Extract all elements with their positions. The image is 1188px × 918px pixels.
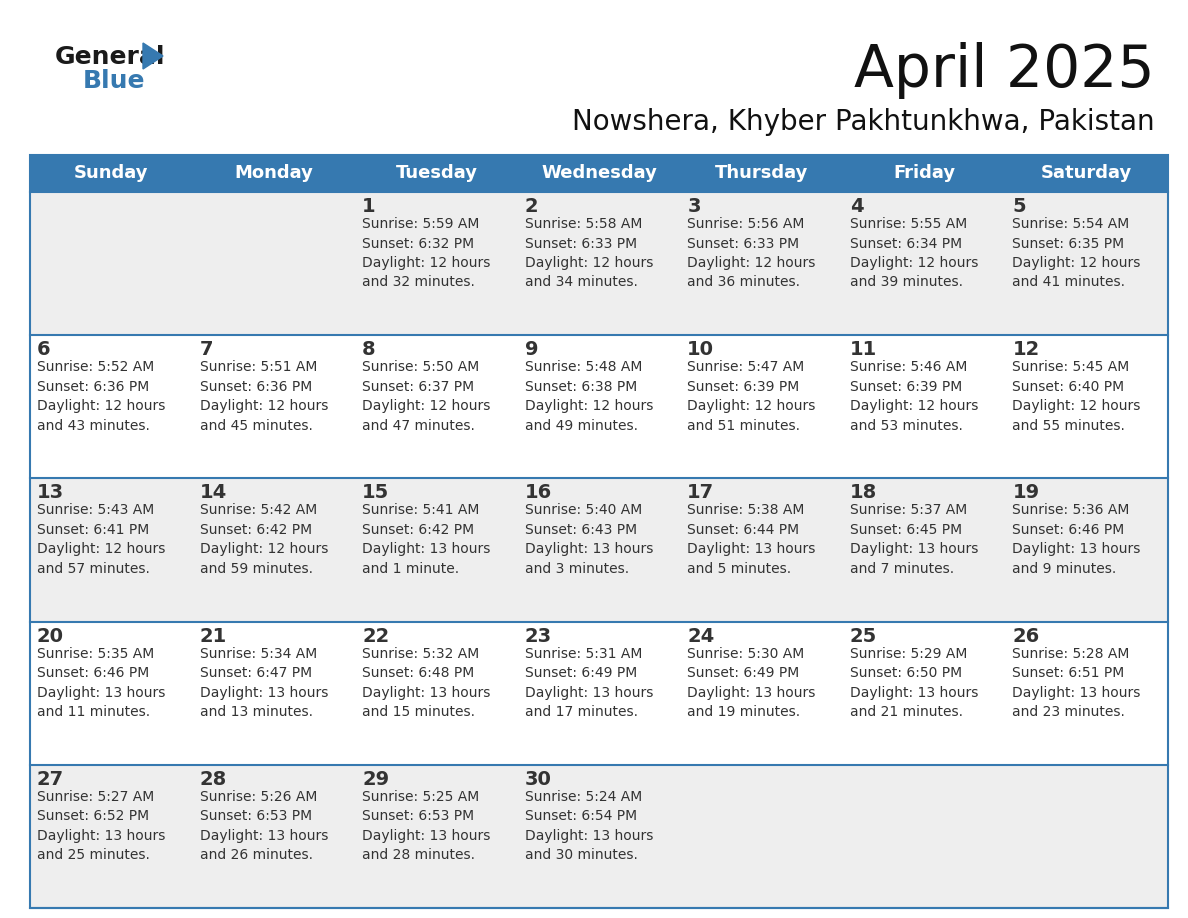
Text: General: General [55, 45, 165, 69]
Text: 10: 10 [688, 341, 714, 359]
Text: 22: 22 [362, 627, 390, 645]
Bar [30, 192, 1168, 335]
Text: 18: 18 [849, 484, 877, 502]
Text: Sunrise: 5:35 AM
Sunset: 6:46 PM
Daylight: 13 hours
and 11 minutes.: Sunrise: 5:35 AM Sunset: 6:46 PM Dayligh… [37, 646, 165, 719]
Text: 14: 14 [200, 484, 227, 502]
Text: 3: 3 [688, 197, 701, 216]
Text: 4: 4 [849, 197, 864, 216]
Text: Sunrise: 5:42 AM
Sunset: 6:42 PM
Daylight: 12 hours
and 59 minutes.: Sunrise: 5:42 AM Sunset: 6:42 PM Dayligh… [200, 503, 328, 576]
Text: 27: 27 [37, 770, 64, 789]
Text: 2: 2 [525, 197, 538, 216]
Text: 23: 23 [525, 627, 552, 645]
Text: 29: 29 [362, 770, 390, 789]
Text: 11: 11 [849, 341, 877, 359]
Text: Sunrise: 5:40 AM
Sunset: 6:43 PM
Daylight: 13 hours
and 3 minutes.: Sunrise: 5:40 AM Sunset: 6:43 PM Dayligh… [525, 503, 653, 576]
Text: Sunrise: 5:37 AM
Sunset: 6:45 PM
Daylight: 13 hours
and 7 minutes.: Sunrise: 5:37 AM Sunset: 6:45 PM Dayligh… [849, 503, 978, 576]
Text: Sunrise: 5:26 AM
Sunset: 6:53 PM
Daylight: 13 hours
and 26 minutes.: Sunrise: 5:26 AM Sunset: 6:53 PM Dayligh… [200, 789, 328, 862]
Text: Wednesday: Wednesday [541, 164, 657, 183]
Text: 20: 20 [37, 627, 64, 645]
Text: Sunrise: 5:29 AM
Sunset: 6:50 PM
Daylight: 13 hours
and 21 minutes.: Sunrise: 5:29 AM Sunset: 6:50 PM Dayligh… [849, 646, 978, 719]
Text: 12: 12 [1012, 341, 1040, 359]
Text: Sunrise: 5:34 AM
Sunset: 6:47 PM
Daylight: 13 hours
and 13 minutes.: Sunrise: 5:34 AM Sunset: 6:47 PM Dayligh… [200, 646, 328, 719]
Text: Sunrise: 5:31 AM
Sunset: 6:49 PM
Daylight: 13 hours
and 17 minutes.: Sunrise: 5:31 AM Sunset: 6:49 PM Dayligh… [525, 646, 653, 719]
Text: Sunrise: 5:38 AM
Sunset: 6:44 PM
Daylight: 13 hours
and 5 minutes.: Sunrise: 5:38 AM Sunset: 6:44 PM Dayligh… [688, 503, 816, 576]
Bar [30, 335, 1168, 478]
Text: Sunrise: 5:28 AM
Sunset: 6:51 PM
Daylight: 13 hours
and 23 minutes.: Sunrise: 5:28 AM Sunset: 6:51 PM Dayligh… [1012, 646, 1140, 719]
Text: 24: 24 [688, 627, 714, 645]
Text: Sunrise: 5:55 AM
Sunset: 6:34 PM
Daylight: 12 hours
and 39 minutes.: Sunrise: 5:55 AM Sunset: 6:34 PM Dayligh… [849, 217, 978, 289]
Text: Sunday: Sunday [74, 164, 148, 183]
Text: April 2025: April 2025 [854, 42, 1155, 99]
Text: Sunrise: 5:59 AM
Sunset: 6:32 PM
Daylight: 12 hours
and 32 minutes.: Sunrise: 5:59 AM Sunset: 6:32 PM Dayligh… [362, 217, 491, 289]
Text: Sunrise: 5:41 AM
Sunset: 6:42 PM
Daylight: 13 hours
and 1 minute.: Sunrise: 5:41 AM Sunset: 6:42 PM Dayligh… [362, 503, 491, 576]
Text: Sunrise: 5:56 AM
Sunset: 6:33 PM
Daylight: 12 hours
and 36 minutes.: Sunrise: 5:56 AM Sunset: 6:33 PM Dayligh… [688, 217, 816, 289]
Bar [30, 155, 1168, 908]
Text: 30: 30 [525, 770, 551, 789]
Text: Sunrise: 5:43 AM
Sunset: 6:41 PM
Daylight: 12 hours
and 57 minutes.: Sunrise: 5:43 AM Sunset: 6:41 PM Dayligh… [37, 503, 165, 576]
Text: Sunrise: 5:30 AM
Sunset: 6:49 PM
Daylight: 13 hours
and 19 minutes.: Sunrise: 5:30 AM Sunset: 6:49 PM Dayligh… [688, 646, 816, 719]
Text: Sunrise: 5:24 AM
Sunset: 6:54 PM
Daylight: 13 hours
and 30 minutes.: Sunrise: 5:24 AM Sunset: 6:54 PM Dayligh… [525, 789, 653, 862]
Bar [30, 621, 1168, 765]
Text: Sunrise: 5:54 AM
Sunset: 6:35 PM
Daylight: 12 hours
and 41 minutes.: Sunrise: 5:54 AM Sunset: 6:35 PM Dayligh… [1012, 217, 1140, 289]
Text: 5: 5 [1012, 197, 1026, 216]
Bar [30, 155, 1168, 192]
Text: Tuesday: Tuesday [396, 164, 478, 183]
Text: Sunrise: 5:51 AM
Sunset: 6:36 PM
Daylight: 12 hours
and 45 minutes.: Sunrise: 5:51 AM Sunset: 6:36 PM Dayligh… [200, 360, 328, 432]
Bar [30, 478, 1168, 621]
Polygon shape [143, 43, 163, 69]
Text: Sunrise: 5:46 AM
Sunset: 6:39 PM
Daylight: 12 hours
and 53 minutes.: Sunrise: 5:46 AM Sunset: 6:39 PM Dayligh… [849, 360, 978, 432]
Text: Monday: Monday [234, 164, 314, 183]
Text: 1: 1 [362, 197, 375, 216]
Text: 8: 8 [362, 341, 375, 359]
Text: 15: 15 [362, 484, 390, 502]
Text: Sunrise: 5:52 AM
Sunset: 6:36 PM
Daylight: 12 hours
and 43 minutes.: Sunrise: 5:52 AM Sunset: 6:36 PM Dayligh… [37, 360, 165, 432]
Text: 28: 28 [200, 770, 227, 789]
Text: Sunrise: 5:50 AM
Sunset: 6:37 PM
Daylight: 12 hours
and 47 minutes.: Sunrise: 5:50 AM Sunset: 6:37 PM Dayligh… [362, 360, 491, 432]
Text: 13: 13 [37, 484, 64, 502]
Bar [30, 765, 1168, 908]
Text: Nowshera, Khyber Pakhtunkhwa, Pakistan: Nowshera, Khyber Pakhtunkhwa, Pakistan [573, 108, 1155, 136]
Text: Sunrise: 5:25 AM
Sunset: 6:53 PM
Daylight: 13 hours
and 28 minutes.: Sunrise: 5:25 AM Sunset: 6:53 PM Dayligh… [362, 789, 491, 862]
Text: Sunrise: 5:27 AM
Sunset: 6:52 PM
Daylight: 13 hours
and 25 minutes.: Sunrise: 5:27 AM Sunset: 6:52 PM Dayligh… [37, 789, 165, 862]
Text: Sunrise: 5:58 AM
Sunset: 6:33 PM
Daylight: 12 hours
and 34 minutes.: Sunrise: 5:58 AM Sunset: 6:33 PM Dayligh… [525, 217, 653, 289]
Text: 6: 6 [37, 341, 51, 359]
Text: Blue: Blue [83, 69, 145, 93]
Text: Sunrise: 5:48 AM
Sunset: 6:38 PM
Daylight: 12 hours
and 49 minutes.: Sunrise: 5:48 AM Sunset: 6:38 PM Dayligh… [525, 360, 653, 432]
Text: 9: 9 [525, 341, 538, 359]
Text: Friday: Friday [893, 164, 955, 183]
Text: Saturday: Saturday [1041, 164, 1132, 183]
Text: 25: 25 [849, 627, 877, 645]
Text: 19: 19 [1012, 484, 1040, 502]
Text: 21: 21 [200, 627, 227, 645]
Text: Sunrise: 5:45 AM
Sunset: 6:40 PM
Daylight: 12 hours
and 55 minutes.: Sunrise: 5:45 AM Sunset: 6:40 PM Dayligh… [1012, 360, 1140, 432]
Text: 26: 26 [1012, 627, 1040, 645]
Text: Thursday: Thursday [715, 164, 808, 183]
Text: Sunrise: 5:36 AM
Sunset: 6:46 PM
Daylight: 13 hours
and 9 minutes.: Sunrise: 5:36 AM Sunset: 6:46 PM Dayligh… [1012, 503, 1140, 576]
Text: 16: 16 [525, 484, 552, 502]
Text: Sunrise: 5:47 AM
Sunset: 6:39 PM
Daylight: 12 hours
and 51 minutes.: Sunrise: 5:47 AM Sunset: 6:39 PM Dayligh… [688, 360, 816, 432]
Text: 17: 17 [688, 484, 714, 502]
Text: 7: 7 [200, 341, 213, 359]
Text: Sunrise: 5:32 AM
Sunset: 6:48 PM
Daylight: 13 hours
and 15 minutes.: Sunrise: 5:32 AM Sunset: 6:48 PM Dayligh… [362, 646, 491, 719]
